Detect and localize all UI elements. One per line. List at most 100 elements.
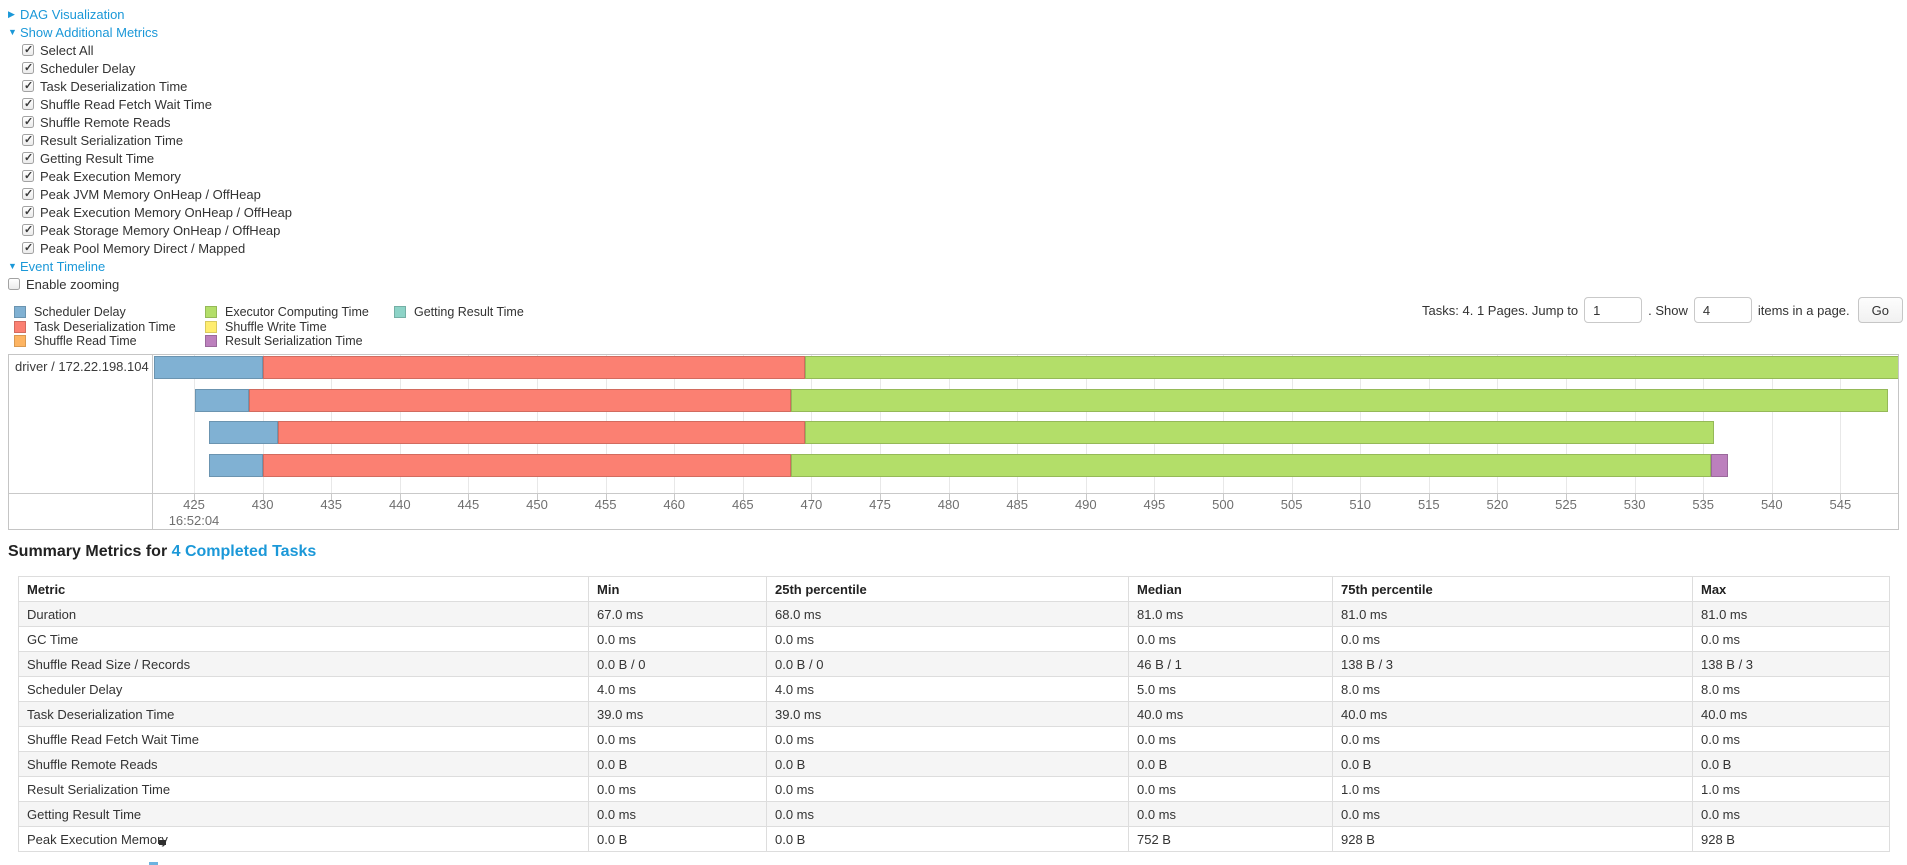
task-bar-segment-task-deserialization[interactable]	[262, 453, 791, 477]
summary-column-header: Median	[1128, 576, 1333, 602]
result-serialization-swatch-icon	[205, 335, 217, 348]
completed-tasks-link[interactable]: 4 Completed Tasks	[171, 543, 317, 560]
task-bar-segment-task-deserialization[interactable]	[262, 356, 805, 379]
dag-visualization-link[interactable]: DAG Visualization	[20, 6, 125, 22]
metric-value-cell: 0.0 ms	[766, 726, 1129, 752]
metric-value-cell: 0.0 ms	[1332, 801, 1693, 827]
metric-checkbox-label: Select All	[40, 42, 94, 58]
metric-value-cell: 81.0 ms	[1332, 601, 1693, 627]
jump-to-page-input[interactable]	[1584, 297, 1643, 323]
metric-checkbox-row: Peak Execution Memory	[8, 167, 292, 185]
axis-tick-label: 440	[388, 497, 411, 512]
getting-result-swatch-icon	[394, 306, 406, 319]
task-bar-segment-scheduler-delay[interactable]	[209, 453, 263, 477]
summary-table-row: Shuffle Read Size / Records 0.0 B / 0 0.0 …	[18, 651, 1890, 677]
chevron-right-icon: ▶	[8, 8, 15, 19]
axis-tick-label: 550	[1874, 497, 1898, 512]
summary-column-header: Max	[1692, 576, 1890, 602]
metric-checkbox[interactable]	[22, 43, 34, 56]
metric-value-cell: 46 B / 1	[1128, 651, 1333, 677]
task-bar-segment-executor-computing[interactable]	[790, 388, 1889, 412]
summary-table-row: GC Time 0.0 ms 0.0 ms 0.0 ms 0.0 ms 0.0 ms	[18, 626, 1890, 652]
axis-tick	[1703, 494, 1705, 500]
task-bar-segment-scheduler-delay[interactable]	[154, 356, 263, 379]
metric-checkbox[interactable]	[22, 241, 34, 254]
show-additional-metrics-toggle[interactable]: ▼ Show Additional Metrics	[8, 23, 292, 41]
metric-checkbox-row: Peak Storage Memory OnHeap / OffHeap	[8, 221, 292, 239]
summary-column-header: Min	[588, 576, 767, 602]
axis-tick-label: 485	[1006, 497, 1029, 512]
axis-tick-label: 545	[1829, 497, 1852, 512]
axis-tick	[1428, 494, 1430, 500]
metric-checkbox-label: Scheduler Delay	[40, 60, 136, 76]
axis-tick	[399, 494, 401, 500]
task-bar-segment-executor-computing[interactable]	[804, 421, 1715, 444]
metric-value-cell: 40.0 ms	[1332, 701, 1693, 727]
shuffle-write-swatch-icon	[205, 320, 217, 333]
time-axis-line	[9, 493, 1898, 494]
metric-value-cell: 0.0 B	[1128, 751, 1333, 777]
metric-name-cell: Shuffle Read Fetch Wait Time	[18, 726, 589, 752]
legend-column: Scheduler Delay Task Deserialization Time…	[14, 305, 176, 349]
axis-tick-label: 435	[320, 497, 343, 512]
metric-checkbox[interactable]	[22, 187, 34, 200]
summary-column-header: 25th percentile	[766, 576, 1129, 602]
metric-value-cell: 0.0 B / 0	[766, 651, 1129, 677]
legend-item-result-serialization: Result Serialization Time	[205, 334, 369, 349]
clipped-link-fragment	[149, 862, 158, 865]
legend-item-getting-result: Getting Result Time	[394, 305, 524, 320]
metric-value-cell: 0.0 ms	[766, 776, 1129, 802]
dag-visualization-toggle[interactable]: ▶ DAG Visualization	[8, 5, 292, 23]
task-bar-segment-scheduler-delay[interactable]	[209, 421, 278, 444]
metric-checkbox[interactable]	[22, 223, 34, 236]
event-timeline-toggle[interactable]: ▼ Event Timeline	[8, 257, 292, 275]
task-bar-segment-task-deserialization[interactable]	[248, 388, 791, 412]
axis-tick-label: 445	[457, 497, 480, 512]
enable-zooming-checkbox[interactable]	[8, 278, 20, 290]
metric-checkbox[interactable]	[22, 133, 34, 146]
metric-value-cell: 138 B / 3	[1332, 651, 1693, 677]
task-bar-segment-result-serialization[interactable]	[1711, 453, 1728, 477]
metric-checkbox[interactable]	[22, 169, 34, 182]
task-bar-segment-task-deserialization[interactable]	[277, 421, 805, 444]
metric-value-cell: 928 B	[1332, 826, 1693, 852]
metric-checkbox-label: Shuffle Read Fetch Wait Time	[40, 96, 212, 112]
metric-checkbox-label: Result Serialization Time	[40, 132, 184, 148]
summary-metrics-title: Summary Metrics for 4 Completed Tasks	[8, 543, 316, 561]
task-bar-segment-executor-computing[interactable]	[804, 356, 1898, 379]
executor-group-label: driver / 172.22.198.104	[15, 359, 149, 374]
go-button[interactable]: Go	[1857, 297, 1903, 323]
metric-checkbox[interactable]	[22, 205, 34, 218]
legend-label: Scheduler Delay	[34, 305, 126, 320]
gridline	[1771, 355, 1773, 493]
timeline-controls: ▶ DAG Visualization ▼ Show Additional Me…	[8, 5, 292, 293]
show-label: . Show	[1648, 302, 1688, 318]
metric-checkbox[interactable]	[22, 61, 34, 74]
axis-tick	[1291, 494, 1293, 500]
axis-tick-label: 495	[1143, 497, 1166, 512]
metric-value-cell: 0.0 B	[1692, 751, 1890, 777]
items-per-page-input[interactable]	[1693, 297, 1752, 323]
axis-tick	[1840, 494, 1842, 500]
metric-checkbox[interactable]	[22, 115, 34, 128]
axis-tick-label: 425	[183, 497, 205, 512]
timeline-plot-area	[153, 355, 1898, 493]
metric-checkbox[interactable]	[22, 97, 34, 110]
task-bar-segment-executor-computing[interactable]	[790, 453, 1712, 477]
metric-checkbox-label: Peak Pool Memory Direct / Mapped	[40, 240, 246, 256]
show-additional-metrics-link[interactable]: Show Additional Metrics	[20, 24, 159, 40]
metric-checkbox[interactable]	[22, 79, 34, 92]
metric-value-cell: 0.0 ms	[1332, 726, 1693, 752]
metric-name-cell: Shuffle Read Size / Records	[18, 651, 589, 677]
metric-value-cell: 0.0 ms	[588, 626, 767, 652]
metric-checkbox-label: Peak Storage Memory OnHeap / OffHeap	[40, 222, 281, 238]
metric-value-cell: 40.0 ms	[1128, 701, 1333, 727]
event-timeline-link[interactable]: Event Timeline	[20, 258, 106, 274]
metric-value-cell: 0.0 ms	[1692, 626, 1890, 652]
metric-value-cell: 40.0 ms	[1692, 701, 1890, 727]
summary-column-header: Metric	[18, 576, 589, 602]
metric-value-cell: 39.0 ms	[766, 701, 1129, 727]
task-bar-segment-scheduler-delay[interactable]	[195, 388, 249, 412]
gridline	[1840, 355, 1842, 493]
metric-checkbox[interactable]	[22, 151, 34, 164]
